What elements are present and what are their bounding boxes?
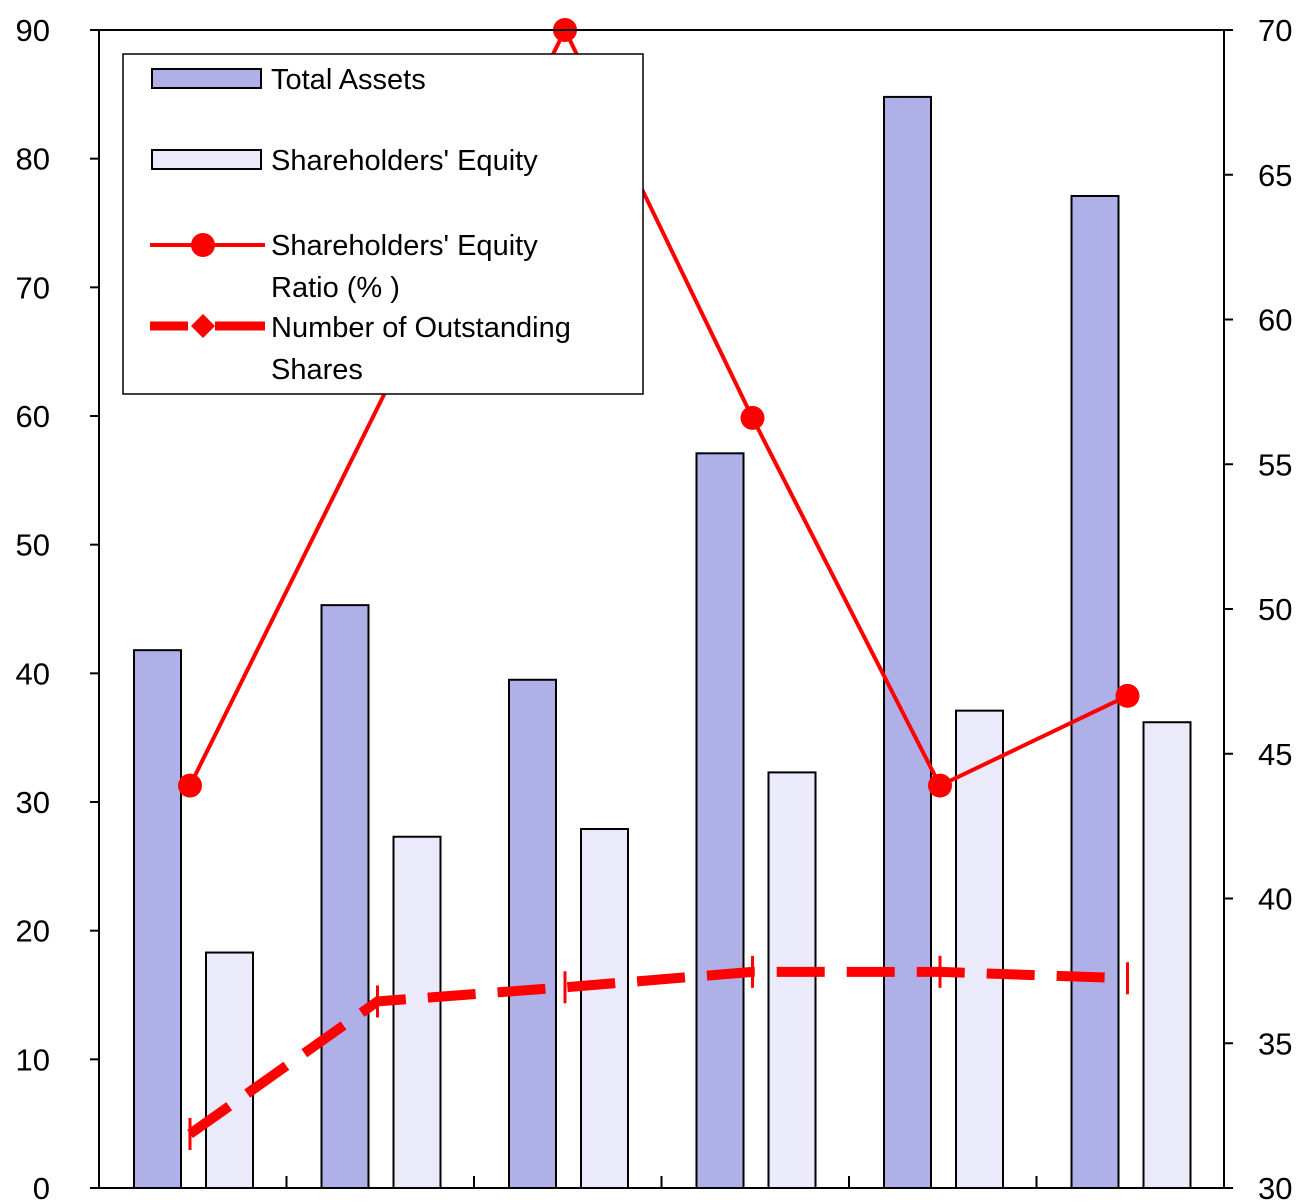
legend-label-equity-ratio-line2: Ratio (% ) [271,272,400,304]
right-tick-label-60: 60 [1258,303,1292,338]
legend: Total Assets Shareholders' Equity Sharehol… [122,53,644,395]
equity-ratio-point-4 [928,773,952,798]
outstanding-shares-line [187,966,1128,1139]
right-tick-label-55: 55 [1258,447,1292,482]
left-tick-label-20: 20 [16,914,50,949]
right-tick-label-30: 30 [1258,1171,1292,1204]
legend-box [122,53,644,395]
legend-swatch-shareholders-equity [151,149,262,170]
bar-shareholders-equity-1 [392,835,442,1189]
bar-total-assets-3 [695,452,745,1189]
left-tick-label-80: 80 [16,142,50,177]
right-tick-label-65: 65 [1258,158,1292,193]
legend-label-shares-line2: Shares [271,354,363,386]
right-tick-label-40: 40 [1258,882,1292,917]
bar-shareholders-equity-2 [580,828,629,1190]
bar-shareholders-equity-3 [767,771,817,1189]
bars-layer [133,95,1192,1190]
bar-shareholders-equity-4 [955,709,1004,1189]
left-tick-label-40: 40 [16,656,50,691]
legend-label-shares-line1: Number of Outstanding [271,312,571,344]
bar-shareholders-equity-0 [205,951,254,1189]
right-tick-label-35: 35 [1258,1026,1292,1061]
bar-total-assets-0 [133,649,182,1189]
right-tick-label-50: 50 [1258,592,1292,627]
legend-label-equity-ratio-line1: Shareholders' Equity [271,230,538,262]
equity-ratio-point-3 [740,405,765,430]
bar-total-assets-4 [883,95,932,1190]
axes-layer: 0 10 20 30 40 50 60 70 80 90 30 35 40 45 50 55 60 65 70 [16,13,1293,1204]
left-tick-label-60: 60 [16,399,50,434]
legend-marker-equity-ratio [191,233,215,257]
left-tick-label-90: 90 [16,13,50,48]
bar-total-assets-1 [320,604,370,1189]
legend-swatch-total-assets [151,68,262,89]
bar-total-assets-5 [1070,194,1120,1190]
legend-label-total-assets: Total Assets [271,64,426,96]
left-tick-label-70: 70 [16,270,50,305]
left-tick-label-10: 10 [16,1042,50,1077]
legend-marker-shares [191,314,215,338]
bar-total-assets-2 [508,678,557,1189]
legend-label-shareholders-equity: Shareholders' Equity [271,145,538,177]
left-tick-label-30: 30 [16,785,50,820]
left-tick-label-50: 50 [16,528,50,563]
equity-ratio-point-0 [178,773,202,798]
equity-ratio-point-5 [1115,683,1140,708]
right-tick-label-45: 45 [1258,737,1292,772]
left-tick-label-0: 0 [33,1171,50,1204]
right-tick-label-70: 70 [1258,13,1292,48]
bar-shareholders-equity-5 [1142,721,1192,1190]
